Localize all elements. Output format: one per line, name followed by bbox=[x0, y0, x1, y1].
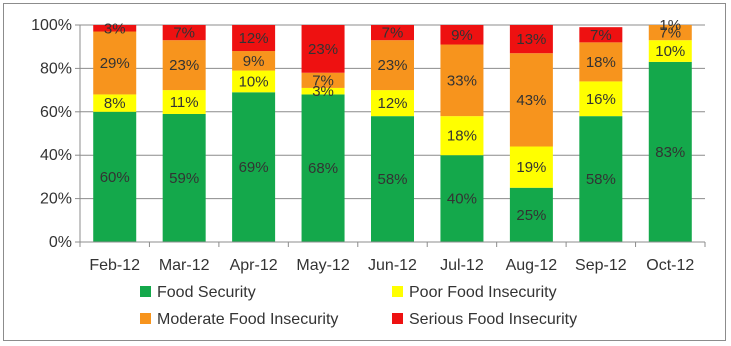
data-label: 7% bbox=[173, 25, 195, 42]
bar-segment bbox=[579, 27, 623, 43]
bar-segment bbox=[371, 116, 414, 242]
data-label: 11% bbox=[170, 94, 199, 111]
data-labels-layer: 60%8%29%3%59%11%23%7%69%10%9%12%68%3%7%2… bbox=[100, 17, 686, 224]
bar-segment bbox=[232, 70, 276, 93]
bar-segment bbox=[93, 94, 137, 112]
bars-layer bbox=[93, 25, 692, 243]
data-label: 43% bbox=[516, 92, 546, 109]
bar-segment bbox=[648, 61, 692, 242]
bar-segment bbox=[232, 92, 276, 243]
bar-segment bbox=[93, 25, 137, 32]
data-label: 83% bbox=[655, 144, 685, 161]
bar-segment bbox=[371, 40, 414, 91]
data-label: 25% bbox=[516, 207, 546, 224]
data-label: 7% bbox=[312, 72, 334, 89]
y-tick-label: 40% bbox=[40, 147, 72, 164]
data-label: 12% bbox=[377, 95, 407, 112]
data-label: 3% bbox=[312, 83, 334, 100]
bar-segment bbox=[232, 51, 276, 71]
x-tick-label: Aug-12 bbox=[506, 257, 558, 274]
data-label: 18% bbox=[586, 54, 616, 71]
data-label: 19% bbox=[516, 159, 546, 176]
data-label: 7% bbox=[590, 27, 612, 44]
bar-segment bbox=[440, 44, 484, 117]
data-label: 13% bbox=[516, 31, 546, 48]
data-label: 68% bbox=[308, 160, 338, 177]
data-label: 7% bbox=[659, 25, 681, 42]
x-tick-label: Sep-12 bbox=[575, 257, 627, 274]
bar-segment bbox=[509, 146, 553, 188]
data-label: 9% bbox=[451, 27, 473, 44]
data-label: 23% bbox=[377, 57, 407, 74]
bar-segment bbox=[509, 53, 553, 147]
bar-segment bbox=[509, 187, 553, 242]
bar-segment bbox=[648, 25, 692, 41]
data-label: 18% bbox=[447, 128, 477, 145]
bar-segment bbox=[579, 81, 623, 117]
data-label: 40% bbox=[447, 191, 477, 208]
y-tick-label: 0% bbox=[49, 234, 72, 251]
x-tick-label: May-12 bbox=[296, 257, 349, 274]
data-label: 29% bbox=[100, 55, 130, 72]
bar-segment bbox=[162, 25, 206, 41]
bar-segment bbox=[579, 42, 623, 82]
bar-segment bbox=[440, 116, 484, 156]
bar-segment bbox=[301, 94, 345, 242]
data-label: 10% bbox=[239, 73, 269, 90]
bar-segment bbox=[648, 40, 692, 62]
y-tick-label: 100% bbox=[31, 17, 72, 34]
data-label: 12% bbox=[239, 30, 269, 47]
legend: Food Security Poor Food Insecurity Moderat… bbox=[140, 284, 577, 328]
data-label: 8% bbox=[104, 95, 126, 112]
x-tick-label: Mar-12 bbox=[159, 257, 210, 274]
legend-label: Food Security bbox=[157, 284, 256, 301]
bar-segment bbox=[232, 25, 276, 52]
bar-segment bbox=[579, 116, 623, 242]
x-tick-label: Jun-12 bbox=[368, 257, 417, 274]
x-tick-label: Oct-12 bbox=[646, 257, 694, 274]
data-label: 3% bbox=[104, 20, 126, 37]
bar-segment bbox=[440, 25, 484, 45]
bar-segment bbox=[371, 90, 414, 117]
data-label: 10% bbox=[655, 43, 685, 60]
legend-label: Poor Food Insecurity bbox=[409, 284, 557, 301]
bar-segment bbox=[162, 90, 206, 114]
data-label: 69% bbox=[239, 159, 269, 176]
data-label: 58% bbox=[377, 171, 407, 188]
bar-segment bbox=[509, 25, 553, 54]
bar-segment bbox=[162, 40, 206, 91]
bar-segment bbox=[301, 87, 345, 95]
data-label: 1% bbox=[659, 17, 681, 34]
bar-segment bbox=[301, 72, 345, 88]
data-label: 23% bbox=[169, 57, 199, 74]
legend-swatch bbox=[392, 313, 403, 324]
data-label: 59% bbox=[169, 170, 199, 187]
bar-segment bbox=[162, 113, 206, 242]
x-tick-label: Jul-12 bbox=[440, 257, 484, 274]
bar-segment bbox=[371, 25, 414, 41]
legend-swatch bbox=[140, 286, 151, 297]
legend-swatch bbox=[392, 286, 403, 297]
data-label: 33% bbox=[447, 72, 477, 89]
bar-segment bbox=[301, 25, 345, 73]
data-label: 16% bbox=[586, 91, 616, 108]
x-tick-label: Apr-12 bbox=[230, 257, 278, 274]
y-tick-label: 60% bbox=[40, 104, 72, 121]
bar-segment bbox=[440, 155, 484, 242]
bar-segment bbox=[93, 111, 137, 242]
data-label: 58% bbox=[586, 171, 616, 188]
data-label: 60% bbox=[100, 169, 130, 186]
y-tick-label: 20% bbox=[40, 191, 72, 208]
y-tick-label: 80% bbox=[40, 60, 72, 77]
legend-label: Moderate Food Insecurity bbox=[157, 311, 338, 328]
x-tick-label: Feb-12 bbox=[89, 257, 140, 274]
legend-label: Serious Food Insecurity bbox=[409, 311, 577, 328]
legend-swatch bbox=[140, 313, 151, 324]
bar-segment bbox=[93, 31, 137, 95]
data-label: 7% bbox=[382, 25, 404, 42]
data-label: 23% bbox=[308, 41, 338, 58]
data-label: 9% bbox=[243, 53, 265, 70]
axis-layer: 0% 20% 40% 60% 80% 100% Feb-12 Mar-12 Apr-12 May-… bbox=[31, 17, 706, 274]
